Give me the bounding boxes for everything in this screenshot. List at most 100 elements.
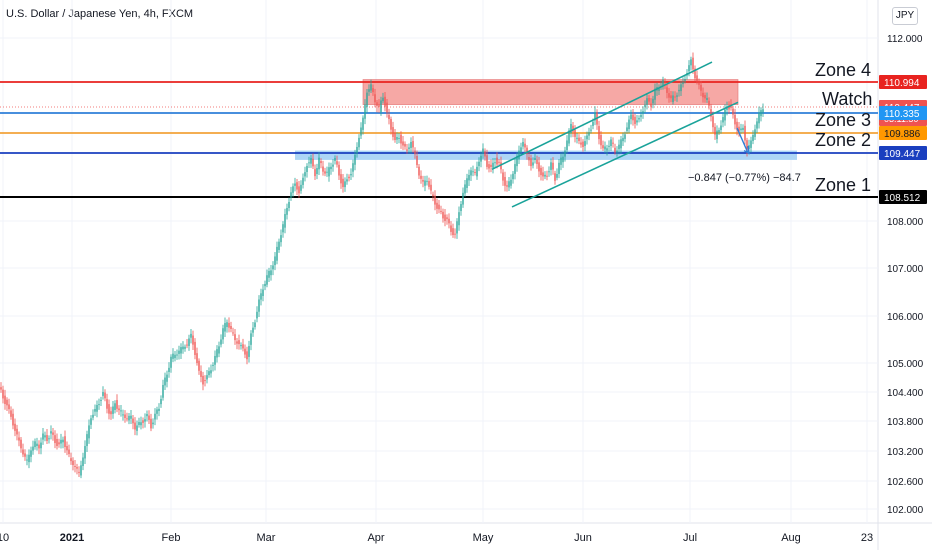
candle-body <box>510 179 512 186</box>
candle-body <box>358 137 360 148</box>
candle-body <box>422 180 424 182</box>
candle-body <box>692 57 694 70</box>
candle-body <box>464 184 466 194</box>
price-tag-label-zone1b: 109.447 <box>884 149 921 160</box>
candle-body <box>638 118 640 120</box>
candle-body <box>606 148 608 151</box>
candle-body <box>434 195 436 205</box>
candle-body <box>442 211 444 219</box>
candle-body <box>742 127 744 130</box>
candle-body <box>724 109 726 121</box>
candle-body <box>594 112 596 121</box>
candle-body <box>412 141 414 148</box>
candle-body <box>556 174 558 178</box>
candle-body <box>514 164 516 174</box>
candle-body <box>236 341 238 344</box>
candle-body <box>440 210 442 212</box>
candle-body <box>436 202 438 209</box>
measure-arrow <box>736 127 749 154</box>
zone4-label: Zone 4 <box>815 60 871 80</box>
candle-body <box>142 420 144 423</box>
candle-body <box>218 346 220 354</box>
candle-body <box>20 439 22 449</box>
candle-body <box>346 179 348 182</box>
candle-body <box>398 137 400 139</box>
candle-body <box>374 94 376 103</box>
candle-body <box>108 404 110 414</box>
support-zone-box <box>295 150 797 160</box>
candle-body <box>116 400 118 409</box>
candle-body <box>420 175 422 179</box>
candle-body <box>408 147 410 150</box>
x-tick-label: Mar <box>257 532 276 544</box>
candle-body <box>190 333 192 338</box>
candle-body <box>550 162 552 170</box>
candle-body <box>100 399 102 401</box>
candle-body <box>110 411 112 415</box>
candle-body <box>310 158 312 164</box>
candle-body <box>708 100 710 106</box>
candle-body <box>306 166 308 173</box>
candle-body <box>586 135 588 140</box>
price-tag-label-zone1: 108.512 <box>884 193 921 204</box>
candle-body <box>512 173 514 180</box>
candle-body <box>104 392 106 399</box>
candle-body <box>462 192 464 205</box>
candle-body <box>570 123 572 134</box>
candle-body <box>370 84 372 91</box>
candle-body <box>542 172 544 177</box>
candle-body <box>676 95 678 97</box>
candle-body <box>746 140 748 152</box>
candle-body <box>682 82 684 85</box>
candle-body <box>484 151 486 157</box>
candle-body <box>580 142 582 145</box>
price-tag-label-zone4: 110.994 <box>884 78 920 89</box>
candle-body <box>452 228 454 236</box>
price-tag-zone1 <box>879 190 927 204</box>
candle-body <box>248 346 250 357</box>
candle-body <box>286 208 288 215</box>
candle-body <box>202 375 204 385</box>
candle-body <box>62 439 64 443</box>
candle-body <box>430 184 432 191</box>
candle-body <box>64 436 66 447</box>
candle-body <box>588 132 590 136</box>
candle-body <box>352 163 354 172</box>
candle-body <box>668 93 670 98</box>
candle-body <box>662 79 664 86</box>
candle-body <box>188 338 190 346</box>
candle-body <box>292 186 294 193</box>
candle-body <box>170 356 172 368</box>
candle-body <box>548 171 550 173</box>
candle-body <box>476 166 478 177</box>
candle-body <box>524 143 526 148</box>
candle-body <box>740 128 742 131</box>
candle-body <box>582 141 584 148</box>
candle-body <box>134 422 136 430</box>
candle-body <box>298 186 300 194</box>
candle-body <box>392 127 394 137</box>
candle-body <box>698 82 700 85</box>
candle-body <box>722 117 724 123</box>
candle-body <box>602 145 604 149</box>
candle-body <box>260 293 262 300</box>
candle-body <box>458 212 460 226</box>
candle-body <box>124 414 126 419</box>
candle-body <box>654 88 656 100</box>
candle-body <box>206 375 208 380</box>
candle-body <box>58 442 60 445</box>
candle-body <box>384 96 386 107</box>
candle-body <box>552 162 554 170</box>
candle-body <box>690 59 692 66</box>
candle-body <box>6 399 8 406</box>
currency-button[interactable]: JPY <box>892 7 918 25</box>
candle-body <box>386 102 388 113</box>
candle-body <box>406 149 408 151</box>
candle-body <box>106 399 108 409</box>
candle-body <box>312 158 314 167</box>
candle-body <box>290 192 292 198</box>
candle-body <box>250 333 252 345</box>
candle-body <box>70 458 72 462</box>
candle-body <box>176 354 178 356</box>
